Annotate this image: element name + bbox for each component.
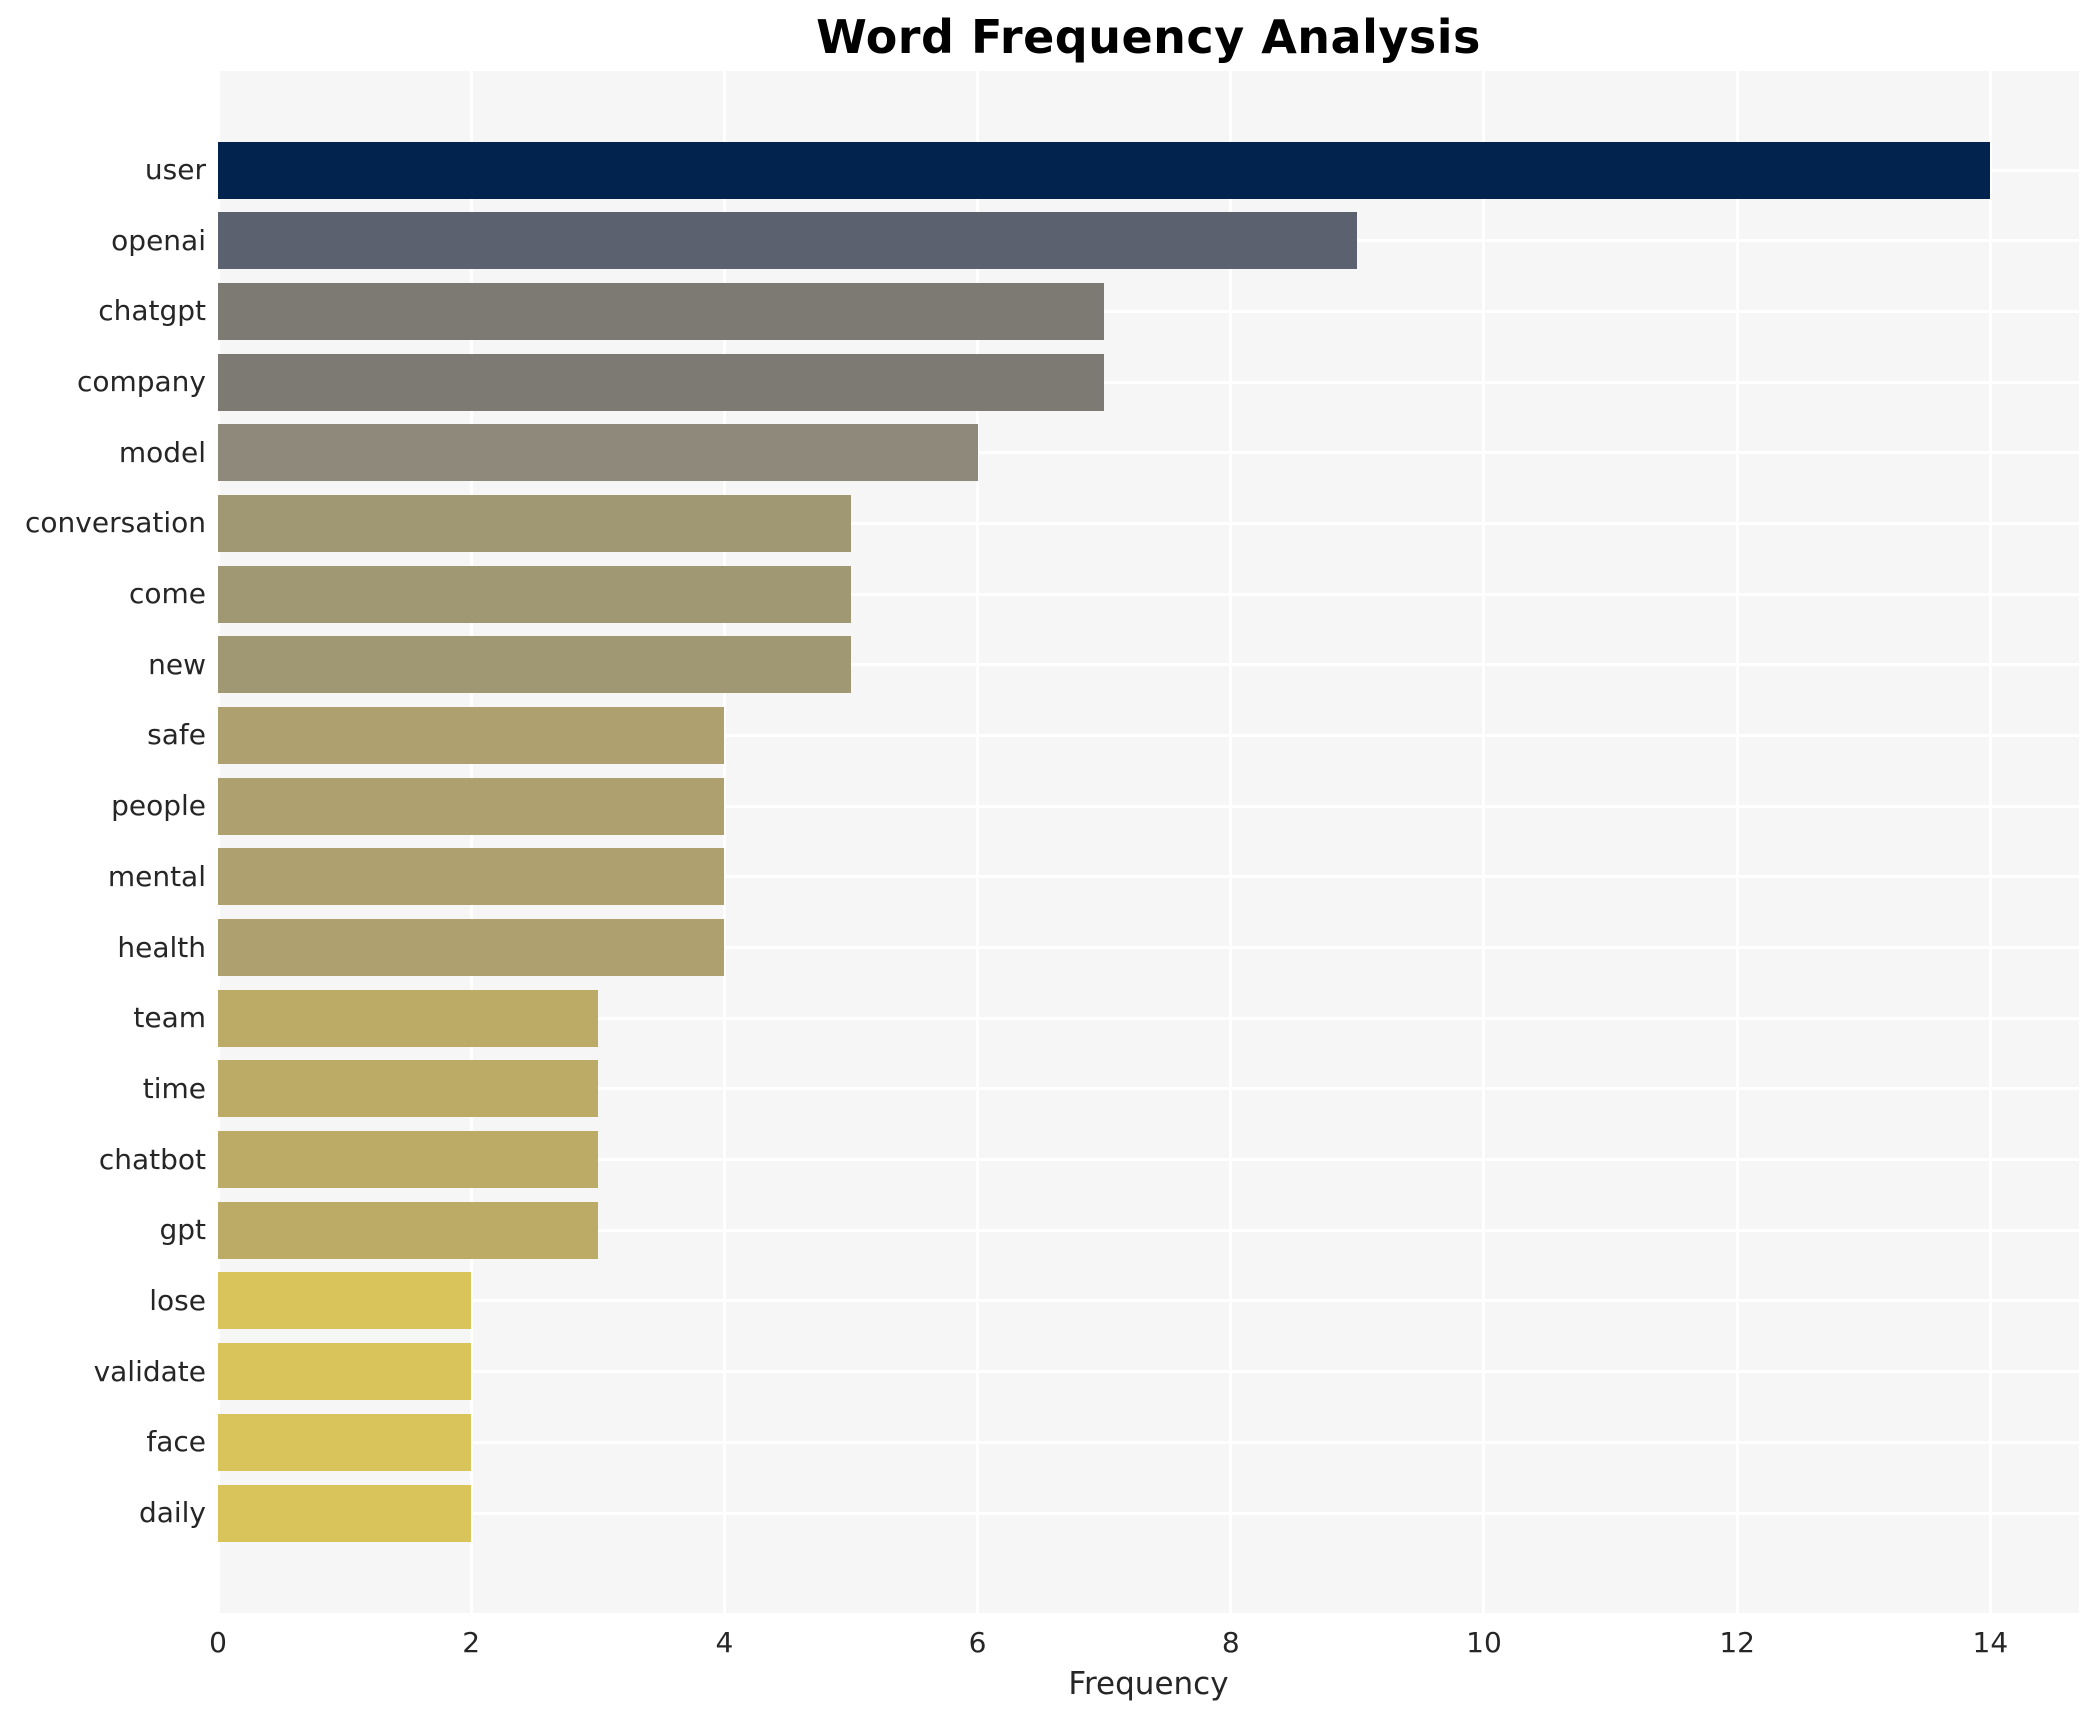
y-tick-label-model: model [118,435,206,469]
v-gridline [1988,71,1992,1613]
x-tick-label-12: 12 [1719,1626,1755,1659]
y-tick-label-come: come [128,577,206,611]
v-gridline [1229,71,1233,1613]
y-tick-label-openai: openai [111,223,206,257]
h-gridline [218,1016,2079,1020]
x-tick-label-4: 4 [715,1626,734,1659]
bar-chatbot [218,1131,598,1189]
y-tick-label-conversation: conversation [25,506,206,540]
y-tick-label-health: health [117,930,206,964]
bar-daily [218,1484,472,1542]
y-tick-label-lose: lose [149,1283,206,1317]
y-tick-label-validate: validate [93,1354,206,1388]
v-gridline [1482,71,1486,1613]
bar-conversation [218,494,851,552]
h-gridline [218,1158,2079,1162]
y-tick-label-gpt: gpt [159,1213,206,1247]
y-tick-label-chatgpt: chatgpt [98,294,206,328]
x-axis-label: Frequency [1068,1666,1229,1702]
h-gridline [218,451,2079,455]
bar-come [218,565,851,623]
v-gridline [216,71,220,1613]
bar-company [218,353,1105,411]
h-gridline [218,1511,2079,1515]
bar-team [218,989,598,1047]
y-tick-label-company: company [76,365,206,399]
y-tick-label-team: team [133,1001,206,1035]
y-tick-label-chatbot: chatbot [98,1142,206,1176]
bar-lose [218,1272,472,1330]
bar-safe [218,706,725,764]
y-tick-label-safe: safe [147,718,206,752]
bar-chatgpt [218,282,1105,340]
h-gridline [218,663,2079,667]
v-gridline [1735,71,1739,1613]
plot-area [216,71,2079,1613]
x-tick-label-10: 10 [1466,1626,1502,1659]
bar-model [218,424,978,482]
h-gridline [218,875,2079,879]
h-gridline [218,1370,2079,1374]
y-tick-label-time: time [142,1071,206,1105]
bar-people [218,777,725,835]
v-gridline [469,71,473,1613]
y-tick-label-user: user [144,153,206,186]
bar-user [218,141,1991,199]
h-gridline [218,1228,2079,1232]
x-tick-label-0: 0 [209,1626,227,1659]
bar-gpt [218,1201,598,1259]
bar-mental [218,848,725,906]
x-tick-label-2: 2 [462,1626,481,1659]
y-tick-label-daily: daily [138,1496,206,1529]
x-tick-label-8: 8 [1221,1626,1240,1659]
h-gridline [218,946,2079,950]
h-gridline [218,309,2079,313]
h-gridline [218,804,2079,808]
x-tick-label-14: 14 [1972,1626,2009,1659]
y-tick-label-mental: mental [107,859,206,893]
v-gridline [976,71,980,1613]
h-gridline [218,1087,2079,1091]
h-gridline [218,521,2079,525]
y-tick-label-face: face [146,1425,206,1459]
bar-new [218,636,851,694]
h-gridline [218,380,2079,384]
bar-time [218,1060,598,1118]
bar-health [218,919,725,977]
h-gridline [218,1440,2079,1444]
h-gridline [218,733,2079,737]
x-tick-label-6: 6 [968,1626,987,1659]
v-gridline [722,71,726,1613]
h-gridline [218,1299,2079,1303]
h-gridline [218,592,2079,596]
y-tick-label-new: new [148,647,206,681]
y-tick-label-people: people [111,789,206,823]
chart-title: Word Frequency Analysis [816,10,1481,64]
bar-validate [218,1343,472,1401]
bar-face [218,1413,472,1471]
bar-openai [218,212,1358,270]
